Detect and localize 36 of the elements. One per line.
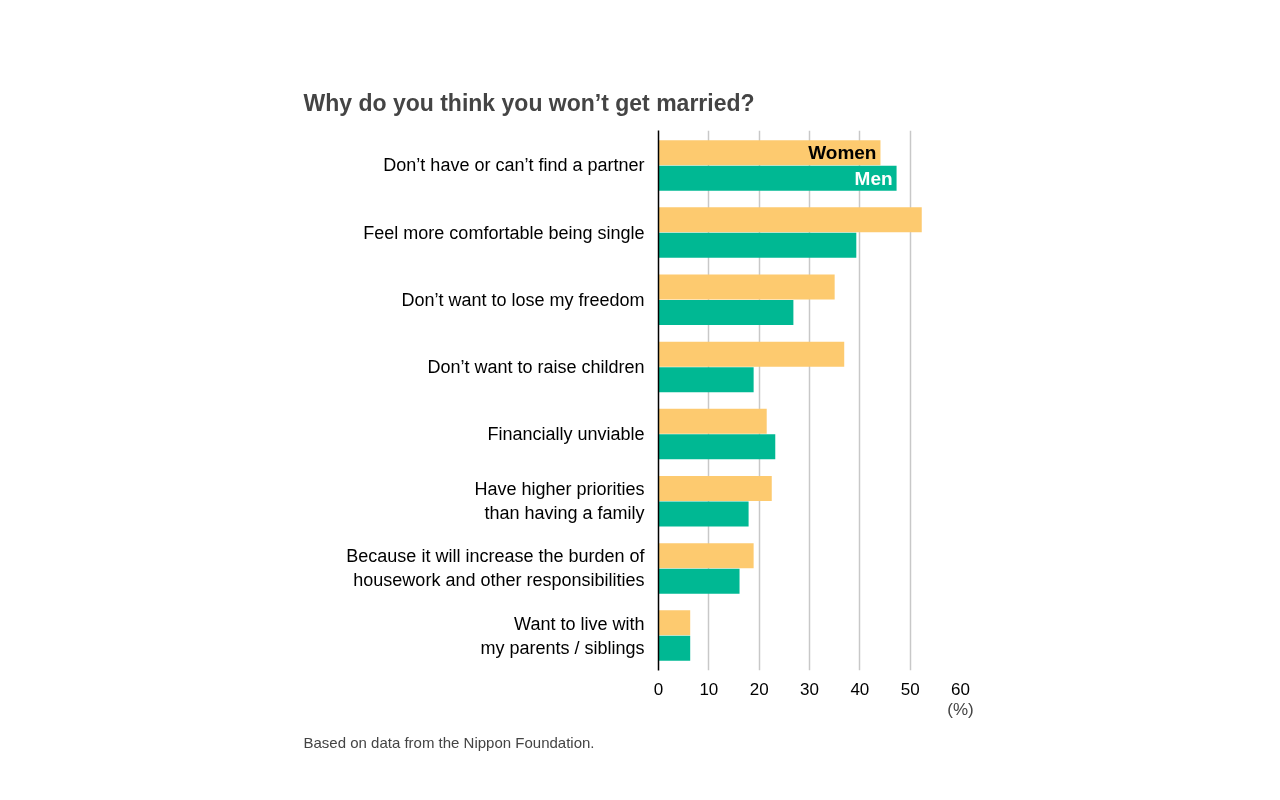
bar	[658, 408, 767, 434]
x-tick-label: 30	[800, 679, 819, 699]
bar	[658, 610, 691, 636]
chart-title: Why do you think you won’t get married?	[303, 89, 755, 116]
bar	[658, 300, 794, 326]
y-tick-label: Have higher priorities than having a family	[474, 479, 645, 524]
bar	[658, 635, 691, 661]
bar	[658, 543, 754, 569]
y-tick-label: Don’t want to raise children	[427, 356, 645, 377]
y-tick-label: Because it will increase the burden of housework and other responsibilities	[346, 546, 646, 591]
y-tick-label: Feel more comfortable being single	[363, 222, 645, 243]
bar	[658, 434, 776, 460]
bar	[658, 232, 857, 258]
x-tick-label: 10	[699, 679, 719, 699]
bar	[658, 274, 835, 300]
text: Based on data from the Nippon Foundation.	[303, 733, 595, 751]
y-tick-label: Don’t want to lose my freedom	[401, 289, 645, 310]
series-label: Men	[854, 167, 893, 189]
bar	[658, 341, 845, 367]
bar	[658, 501, 749, 527]
x-tick-label: 50	[900, 679, 920, 699]
y-tick-label: Don’t have or can’t find a partner	[383, 155, 645, 176]
x-tick-label: 0	[653, 679, 664, 699]
bar	[658, 367, 754, 393]
x-tick-label: 40	[850, 679, 870, 699]
x-tick-label: 60	[951, 679, 970, 699]
series-label: Women	[808, 142, 877, 164]
x-tick-label: 20	[749, 679, 769, 699]
bar	[658, 140, 881, 166]
bar	[658, 568, 740, 594]
y-tick-label: Financially unviable	[487, 424, 645, 445]
bar	[658, 475, 772, 501]
bar	[658, 207, 922, 233]
x-axis-title: (%)	[947, 699, 974, 719]
bar	[658, 165, 897, 191]
y-tick-label: Want to live with my parents / siblings	[480, 613, 645, 658]
